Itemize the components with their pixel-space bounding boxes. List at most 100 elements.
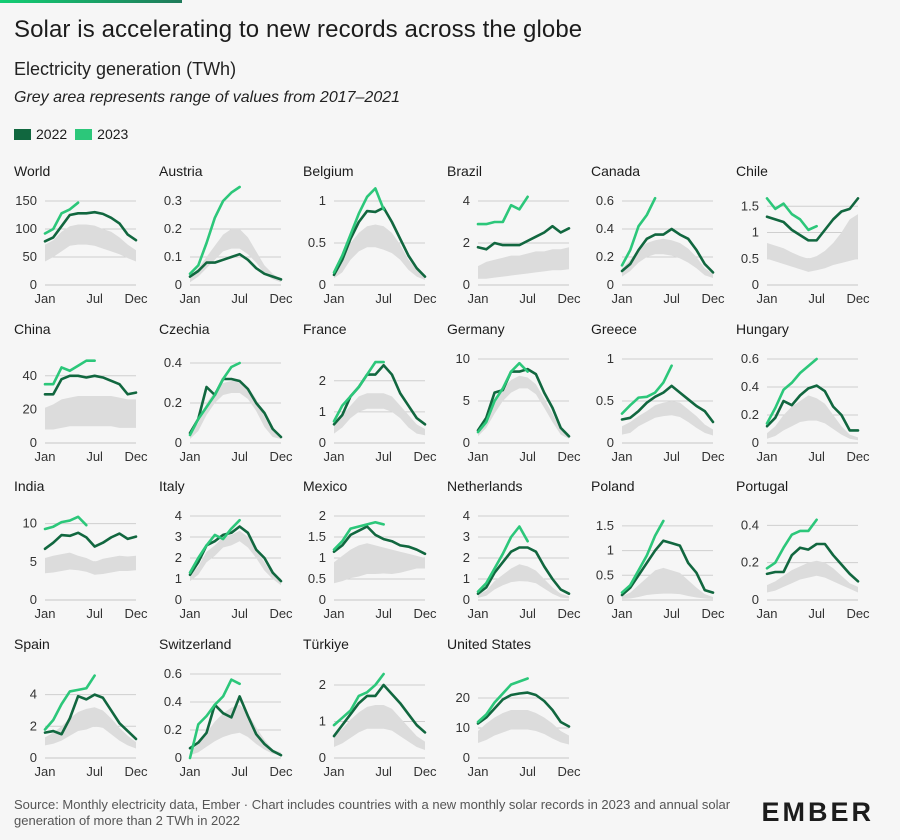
- y-tick-label: 2: [319, 373, 326, 388]
- x-tick-label: Jul: [808, 606, 825, 621]
- panel-netherlands: Netherlands 0 1 2 3 4 Jan Jul Dec: [447, 478, 581, 621]
- y-tick-label: 0: [607, 592, 614, 607]
- x-tick-label: Jan: [324, 606, 345, 621]
- y-tick-label: 0: [175, 750, 182, 765]
- x-tick-label: Dec: [269, 764, 293, 779]
- range-band-2017-2021: [334, 543, 425, 584]
- x-tick-label: Dec: [701, 449, 725, 464]
- panel-greece: Greece 0 0.5 1 Jan Jul Dec: [591, 321, 725, 464]
- x-tick-label: Jul: [231, 606, 248, 621]
- x-tick-label: Jul: [231, 764, 248, 779]
- series-line-2023: [476, 677, 529, 724]
- series-line-2023: [43, 359, 96, 386]
- x-tick-label: Dec: [269, 291, 293, 306]
- y-tick-label: 0.2: [596, 249, 614, 264]
- y-tick-label: 0.5: [308, 571, 326, 586]
- panel-title-hungary: Hungary: [736, 321, 789, 337]
- x-tick-label: Dec: [413, 606, 437, 621]
- panel-title-france: France: [303, 321, 347, 337]
- panel-canada: Canada 0 0.2 0.4 0.6 Jan Jul Dec: [591, 163, 725, 306]
- series-line-2023: [43, 201, 80, 235]
- x-tick-label: Dec: [413, 291, 437, 306]
- range-band-2017-2021: [45, 552, 136, 575]
- y-tick-label: 10: [23, 516, 37, 531]
- x-tick-label: Dec: [846, 606, 870, 621]
- y-tick-label: 1.5: [308, 529, 326, 544]
- y-tick-label: 100: [15, 221, 37, 236]
- x-tick-label: Dec: [269, 449, 293, 464]
- x-tick-label: Jul: [375, 606, 392, 621]
- x-tick-label: Jul: [808, 449, 825, 464]
- x-tick-label: Dec: [413, 449, 437, 464]
- range-band-2017-2021: [478, 710, 569, 745]
- y-tick-label: 0: [463, 750, 470, 765]
- y-tick-label: 4: [30, 687, 37, 702]
- y-tick-label: 0.6: [596, 193, 614, 208]
- panel-title-germany: Germany: [447, 321, 505, 337]
- series-line-2022: [620, 227, 715, 274]
- x-tick-label: Dec: [124, 449, 148, 464]
- series-line-2022: [332, 363, 427, 426]
- panel-title-italy: Italy: [159, 478, 185, 494]
- series-line-2023: [620, 519, 665, 594]
- series-line-2023: [332, 360, 385, 423]
- series-line-2022: [332, 525, 427, 556]
- y-tick-label: 0: [319, 277, 326, 292]
- series-line-2022: [188, 525, 283, 583]
- x-tick-label: Jan: [324, 449, 345, 464]
- range-band-2017-2021: [190, 381, 281, 439]
- panel-title-chile: Chile: [736, 163, 768, 179]
- panel-mexico: Mexico 0 0.5 1 1.5 2 Jan Jul Dec: [303, 478, 437, 621]
- series-line-2022: [332, 206, 427, 278]
- x-tick-label: Jan: [180, 291, 201, 306]
- y-tick-label: 20: [23, 401, 37, 416]
- x-tick-label: Dec: [124, 291, 148, 306]
- ember-logo: EMBER: [761, 797, 874, 827]
- series-line-2022: [43, 693, 138, 741]
- legend-swatch-2023: [75, 128, 93, 140]
- y-tick-label: 0: [30, 592, 37, 607]
- x-tick-label: Jul: [231, 291, 248, 306]
- y-tick-label: 0.6: [741, 351, 759, 366]
- x-tick-label: Jan: [468, 291, 489, 306]
- range-band-2017-2021: [45, 224, 136, 262]
- y-tick-label: 0: [752, 277, 759, 292]
- x-tick-label: Jan: [35, 606, 56, 621]
- panel-title-t-rkiye: Türkiye: [303, 636, 349, 652]
- legend: 2022 2023: [14, 126, 136, 142]
- x-tick-label: Jul: [519, 291, 536, 306]
- series-line-2023: [765, 197, 818, 232]
- series-line-2023: [332, 520, 385, 551]
- series-line-2022: [476, 224, 571, 251]
- panel-title-belgium: Belgium: [303, 163, 354, 179]
- chart-subtitle: Electricity generation (TWh): [14, 59, 237, 79]
- panel-germany: Germany 0 5 10 Jan Jul Dec: [447, 321, 581, 464]
- panel-title-china: China: [14, 321, 51, 337]
- x-tick-label: Dec: [701, 291, 725, 306]
- range-band-2017-2021: [45, 707, 136, 749]
- y-tick-label: 0.2: [741, 555, 759, 570]
- x-tick-label: Jan: [324, 291, 345, 306]
- series-line-2022: [476, 691, 571, 728]
- panel-france: France 0 1 2 Jan Jul Dec: [303, 321, 437, 464]
- panel-belgium: Belgium 0 0.5 1 Jan Jul Dec: [303, 163, 437, 306]
- legend-swatch-2022: [14, 128, 31, 140]
- y-tick-label: 0: [175, 435, 182, 450]
- y-tick-label: 1: [752, 225, 759, 240]
- y-tick-label: 0.4: [741, 379, 759, 394]
- series-line-2023: [43, 515, 88, 531]
- chart-title: Solar is accelerating to new records acr…: [14, 16, 583, 43]
- panel-portugal: Portugal 0 0.2 0.4 Jan Jul Dec: [736, 478, 870, 621]
- panel-czechia: Czechia 0 0.2 0.4 Jan Jul Dec: [159, 321, 293, 464]
- series-line-2023: [620, 364, 673, 415]
- panel-title-switzerland: Switzerland: [159, 636, 231, 652]
- y-tick-label: 0.5: [596, 393, 614, 408]
- panel-title-portugal: Portugal: [736, 478, 788, 494]
- range-band-2017-2021: [767, 395, 858, 441]
- y-tick-label: 5: [463, 393, 470, 408]
- y-tick-label: 1: [319, 713, 326, 728]
- x-tick-label: Jan: [324, 764, 345, 779]
- series-line-2022: [620, 539, 715, 597]
- panel-title-world: World: [14, 163, 50, 179]
- x-tick-label: Jul: [86, 764, 103, 779]
